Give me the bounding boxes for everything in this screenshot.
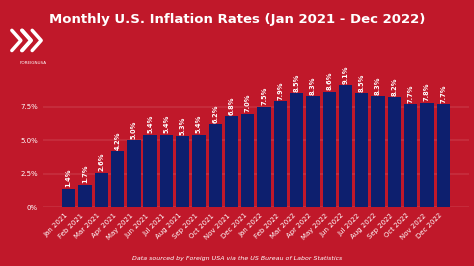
Bar: [209, 124, 222, 207]
Text: 8.3%: 8.3%: [375, 76, 381, 94]
Text: Monthly U.S. Inflation Rates (Jan 2021 - Dec 2022): Monthly U.S. Inflation Rates (Jan 2021 -…: [49, 13, 425, 26]
Bar: [388, 97, 401, 207]
Text: 8.2%: 8.2%: [392, 77, 397, 96]
Text: FOREIGNUSA: FOREIGNUSA: [19, 61, 47, 65]
Text: 4.2%: 4.2%: [115, 131, 120, 149]
Text: 8.3%: 8.3%: [310, 76, 316, 94]
Text: 8.6%: 8.6%: [326, 72, 332, 90]
Bar: [111, 151, 124, 207]
Text: 7.7%: 7.7%: [408, 84, 414, 103]
Bar: [290, 93, 303, 207]
Bar: [437, 104, 450, 207]
Bar: [339, 85, 352, 207]
Bar: [160, 135, 173, 207]
Bar: [176, 136, 190, 207]
Text: 5.4%: 5.4%: [164, 115, 169, 134]
Bar: [241, 114, 255, 207]
Text: 7.0%: 7.0%: [245, 93, 251, 112]
Bar: [322, 92, 336, 207]
Text: 7.7%: 7.7%: [440, 84, 446, 103]
Bar: [62, 189, 75, 207]
Text: 9.1%: 9.1%: [343, 65, 348, 84]
Bar: [225, 116, 238, 207]
Text: 5.3%: 5.3%: [180, 117, 186, 135]
Text: 5.4%: 5.4%: [147, 115, 153, 134]
Bar: [192, 135, 206, 207]
Text: Data sourced by Foreign USA via the US Bureau of Labor Statistics: Data sourced by Foreign USA via the US B…: [132, 256, 342, 261]
Bar: [257, 107, 271, 207]
Text: 6.2%: 6.2%: [212, 104, 218, 123]
Bar: [273, 102, 287, 207]
Bar: [306, 96, 319, 207]
Text: 1.7%: 1.7%: [82, 165, 88, 183]
Text: 8.5%: 8.5%: [359, 73, 365, 92]
Text: 7.9%: 7.9%: [277, 81, 283, 100]
Text: 6.8%: 6.8%: [228, 96, 235, 115]
Text: 5.0%: 5.0%: [131, 120, 137, 139]
Text: 7.8%: 7.8%: [424, 83, 430, 101]
Bar: [78, 185, 91, 207]
Bar: [420, 103, 434, 207]
Bar: [144, 135, 157, 207]
Bar: [127, 140, 140, 207]
Bar: [372, 96, 385, 207]
Text: 8.5%: 8.5%: [294, 73, 300, 92]
Text: 7.5%: 7.5%: [261, 87, 267, 105]
Bar: [404, 104, 417, 207]
Text: 5.4%: 5.4%: [196, 115, 202, 134]
Bar: [95, 173, 108, 207]
Text: 1.4%: 1.4%: [66, 169, 72, 187]
Bar: [355, 93, 368, 207]
Text: 2.6%: 2.6%: [98, 152, 104, 171]
